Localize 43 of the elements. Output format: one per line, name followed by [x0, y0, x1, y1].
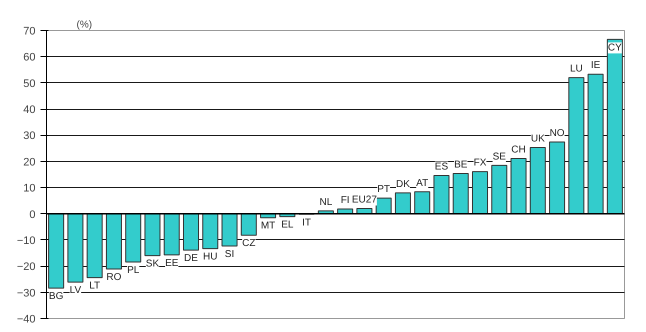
x-tick-label: DE	[184, 253, 198, 264]
x-tick-label: IT	[302, 217, 312, 228]
y-axis-title: (%)	[76, 20, 92, 30]
x-tick-label: CH	[511, 144, 526, 156]
y-tick-label: −10	[16, 234, 36, 247]
x-tick-label: RO	[106, 272, 122, 284]
x-tick-label: LV	[70, 285, 82, 296]
x-tick-label: FI	[340, 195, 350, 206]
x-tick-label: AT	[416, 178, 428, 189]
x-tick-label: PL	[127, 264, 140, 276]
y-tick-label: −20	[16, 261, 36, 274]
y-tick-label: 50	[23, 78, 36, 90]
x-tick-label: EU27	[352, 194, 378, 206]
x-tick-label: DK	[396, 178, 410, 190]
y-tick-label: 20	[23, 156, 36, 168]
x-tick-label: SK	[146, 258, 160, 270]
x-tick-label: IE	[590, 60, 601, 72]
x-tick-label: HU	[203, 252, 218, 263]
x-tick-label: UK	[530, 134, 546, 145]
y-tick-label: −30	[16, 287, 36, 300]
x-tick-label: ES	[434, 162, 448, 173]
x-tick-label: SI	[224, 248, 234, 260]
y-tick-label: 70	[23, 26, 36, 38]
x-tick-label: BG	[48, 291, 64, 302]
x-tick-label: EE	[165, 258, 179, 269]
y-tick-label: 30	[23, 130, 36, 142]
x-tick-label: NL	[319, 196, 333, 208]
x-tick-label: SE	[492, 151, 506, 162]
x-tick-label: BE	[454, 159, 468, 170]
x-tick-label: MT	[260, 220, 276, 232]
x-tick-label: LT	[89, 280, 100, 292]
y-tick-label: 0	[29, 208, 36, 221]
y-tick-label: −40	[16, 314, 36, 326]
x-tick-label: PT	[377, 184, 390, 196]
x-tick-label: EL	[281, 220, 294, 231]
x-tick-label: CY	[608, 42, 622, 54]
y-tick-label: 40	[23, 104, 36, 116]
x-tick-label: LU	[570, 64, 583, 75]
x-tick-label: FX	[474, 158, 487, 169]
x-tick-label: CZ	[242, 238, 256, 250]
y-tick-label: 10	[23, 182, 36, 195]
x-tick-label: NO	[550, 128, 565, 140]
y-tick-label: 60	[23, 52, 36, 64]
